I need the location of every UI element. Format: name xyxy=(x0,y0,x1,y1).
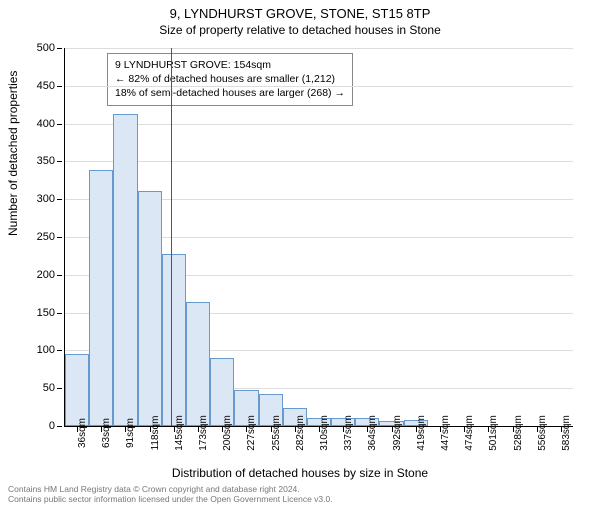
plot-area: 9 LYNDHURST GROVE: 154sqm ← 82% of detac… xyxy=(64,48,573,427)
x-tick-label: 392sqm xyxy=(392,415,403,451)
y-tick-label: 400 xyxy=(37,118,55,130)
x-tick-label: 337sqm xyxy=(343,415,354,451)
y-tick xyxy=(57,199,62,200)
x-tick-label: 419sqm xyxy=(416,415,427,451)
x-tick-label: 474sqm xyxy=(464,415,475,451)
y-axis-label: Number of detached properties xyxy=(6,71,20,236)
bar xyxy=(113,114,137,426)
x-tick-label: 583sqm xyxy=(561,415,572,451)
y-tick-label: 50 xyxy=(43,382,55,394)
x-tick-label: 310sqm xyxy=(319,415,330,451)
grid-line xyxy=(65,86,573,87)
x-tick-label: 200sqm xyxy=(222,415,233,451)
x-tick-label: 282sqm xyxy=(295,415,306,451)
x-tick-label: 528sqm xyxy=(513,415,524,451)
bar xyxy=(186,302,210,426)
y-tick xyxy=(57,48,62,49)
reference-line xyxy=(171,48,172,426)
y-tick xyxy=(57,161,62,162)
y-tick-label: 450 xyxy=(37,80,55,92)
footer-line2: Contains public sector information licen… xyxy=(8,494,592,504)
y-tick-label: 300 xyxy=(37,193,55,205)
x-tick-label: 255sqm xyxy=(271,415,282,451)
footer-line1: Contains HM Land Registry data © Crown c… xyxy=(8,484,592,494)
grid-line xyxy=(65,161,573,162)
chart-container: 9, LYNDHURST GROVE, STONE, ST15 8TP Size… xyxy=(0,6,600,506)
bar xyxy=(65,354,89,426)
x-tick-label: 63sqm xyxy=(101,418,112,448)
y-tick-label: 200 xyxy=(37,269,55,281)
y-tick xyxy=(57,426,62,427)
x-tick-label: 364sqm xyxy=(367,415,378,451)
y-tick xyxy=(57,313,62,314)
y-tick-label: 350 xyxy=(37,155,55,167)
y-tick-label: 250 xyxy=(37,231,55,243)
y-tick xyxy=(57,350,62,351)
y-tick-label: 500 xyxy=(37,42,55,54)
x-tick-label: 447sqm xyxy=(440,415,451,451)
y-tick-label: 100 xyxy=(37,344,55,356)
footer: Contains HM Land Registry data © Crown c… xyxy=(8,484,592,504)
x-tick-label: 91sqm xyxy=(125,418,136,448)
annotation-line3: 18% of semi-detached houses are larger (… xyxy=(115,86,345,100)
title-sub: Size of property relative to detached ho… xyxy=(0,23,600,37)
y-tick xyxy=(57,275,62,276)
y-tick-label: 0 xyxy=(49,420,55,432)
x-tick-label: 227sqm xyxy=(246,415,257,451)
x-tick-label: 145sqm xyxy=(174,415,185,451)
bar xyxy=(138,191,162,426)
x-tick-label: 501sqm xyxy=(488,415,499,451)
grid-line xyxy=(65,124,573,125)
x-tick-label: 118sqm xyxy=(150,416,161,451)
x-axis-label: Distribution of detached houses by size … xyxy=(0,466,600,480)
y-tick xyxy=(57,237,62,238)
grid-line xyxy=(65,48,573,49)
annotation-line1: 9 LYNDHURST GROVE: 154sqm xyxy=(115,58,345,72)
x-tick-label: 556sqm xyxy=(537,415,548,451)
y-tick xyxy=(57,388,62,389)
y-tick-label: 150 xyxy=(37,307,55,319)
annotation-line2: ← 82% of detached houses are smaller (1,… xyxy=(115,72,345,86)
x-tick-label: 173sqm xyxy=(198,415,209,451)
title-main: 9, LYNDHURST GROVE, STONE, ST15 8TP xyxy=(0,6,600,21)
annotation-box: 9 LYNDHURST GROVE: 154sqm ← 82% of detac… xyxy=(107,53,353,106)
x-tick-label: 36sqm xyxy=(77,418,88,448)
y-tick xyxy=(57,86,62,87)
bar xyxy=(89,170,113,426)
y-tick xyxy=(57,124,62,125)
bar xyxy=(162,254,186,426)
